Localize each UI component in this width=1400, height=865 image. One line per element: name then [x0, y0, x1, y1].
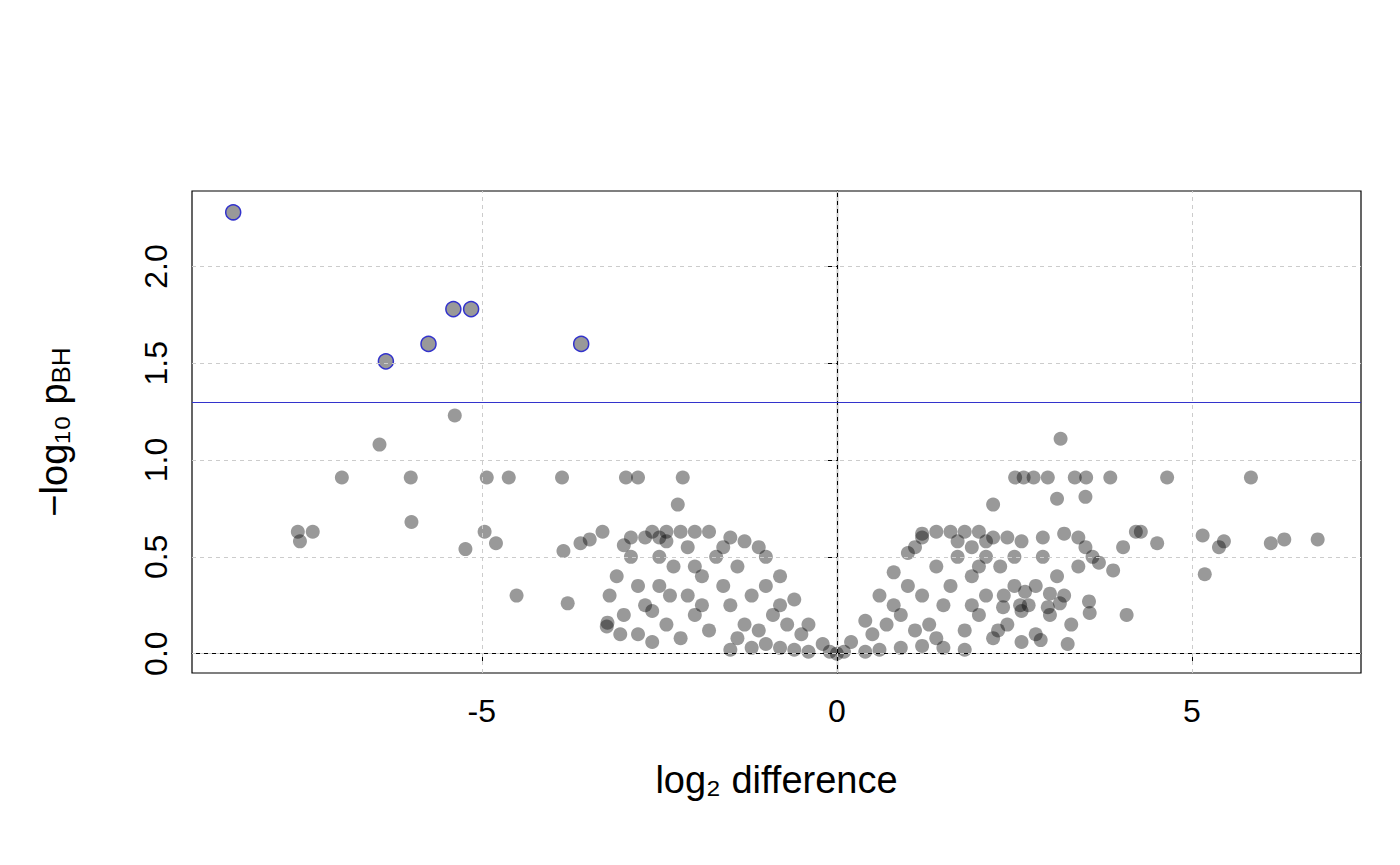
svg-text:-5: -5	[468, 693, 496, 729]
svg-text:BH: BH	[46, 347, 76, 383]
svg-text:1.5: 1.5	[138, 341, 174, 385]
svg-text:0.0: 0.0	[138, 631, 174, 675]
svg-text:0.5: 0.5	[138, 535, 174, 579]
svg-text:log₂ difference: log₂ difference	[655, 759, 897, 801]
svg-text:2.0: 2.0	[138, 244, 174, 288]
svg-text:0: 0	[828, 693, 846, 729]
svg-text:1.0: 1.0	[138, 438, 174, 482]
svg-text:−log₁₀ p: −log₁₀ p	[33, 383, 75, 516]
svg-text:5: 5	[1183, 693, 1201, 729]
